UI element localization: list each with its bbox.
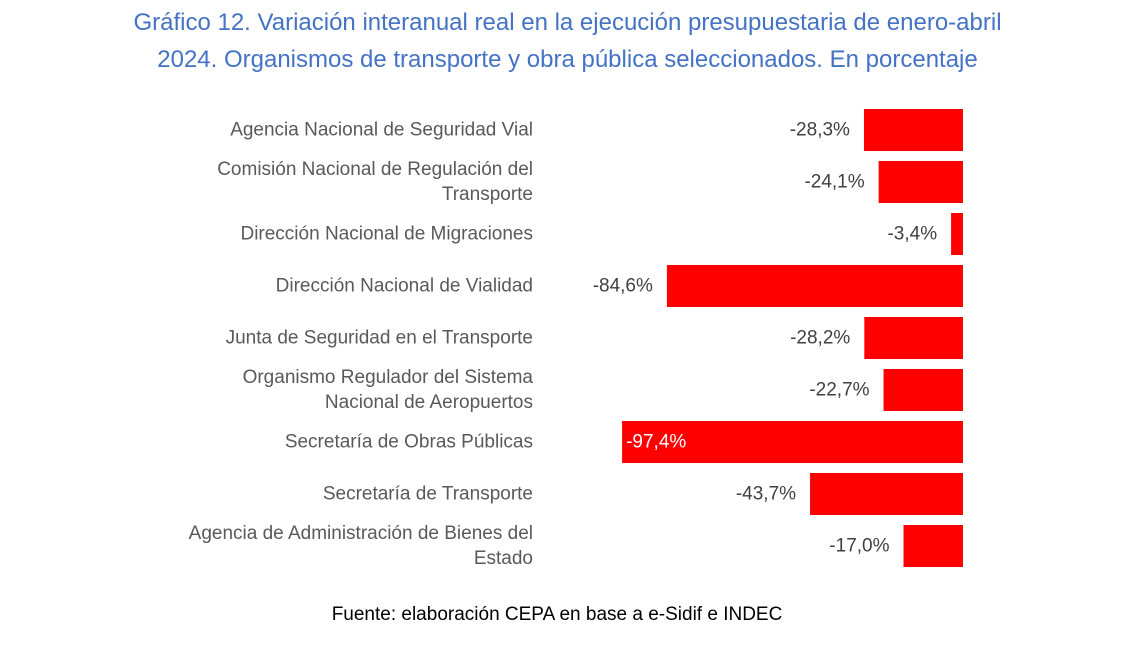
category-label: Agencia de Administración de Bienes del E… [189, 523, 533, 569]
bar [878, 161, 963, 203]
bar [951, 213, 963, 255]
category-label-line: Agencia Nacional de Seguridad Vial [230, 120, 533, 141]
bar [810, 473, 963, 515]
chart-title-line-1: Gráfico 12. Variación interanual real en… [133, 9, 1002, 36]
category-label: Dirección Nacional de Migraciones [240, 224, 533, 245]
category-label-line: Dirección Nacional de Migraciones [240, 224, 533, 245]
category-label: Junta de Seguridad en el Transporte [226, 328, 533, 349]
category-label-line: Comisión Nacional de Regulación del [217, 159, 533, 180]
data-label: -43,7% [736, 484, 796, 505]
bar [864, 317, 963, 359]
chart-title-line-2: 2024. Organismos de transporte y obra pú… [157, 46, 978, 73]
category-label-line: Dirección Nacional de Vialidad [276, 276, 533, 297]
category-label-line: Organismo Regulador del Sistema [243, 367, 534, 388]
category-label: Secretaría de Transporte [323, 484, 533, 505]
category-label: Secretaría de Obras Públicas [285, 432, 533, 453]
chart-title: Gráfico 12. Variación interanual real en… [0, 4, 1135, 78]
category-label: Organismo Regulador del Sistema Nacional … [243, 367, 534, 413]
bar [903, 525, 963, 567]
data-label: -24,1% [804, 172, 864, 193]
category-label-line: Agencia de Administración de Bienes del [189, 523, 533, 544]
category-label: Agencia Nacional de Seguridad Vial [230, 120, 533, 141]
data-label: -97,4% [626, 432, 686, 453]
category-label-line: Secretaría de Transporte [323, 484, 533, 505]
source-note: Fuente: elaboración CEPA en base a e-Sid… [331, 604, 783, 625]
data-label: -3,4% [887, 224, 937, 245]
category-label-line: Estado [474, 548, 533, 569]
data-label: -22,7% [809, 380, 869, 401]
bar [883, 369, 963, 411]
category-label-line: Transporte [442, 184, 533, 205]
data-label: -17,0% [829, 536, 889, 557]
category-label-line: Junta de Seguridad en el Transporte [226, 328, 533, 349]
data-label: -28,3% [790, 120, 850, 141]
bar [863, 109, 963, 151]
bar [622, 421, 963, 463]
data-label: -28,2% [790, 328, 850, 349]
category-label: Comisión Nacional de Regulación del Trans… [217, 159, 533, 205]
bar [666, 265, 963, 307]
data-label: -84,6% [593, 276, 653, 297]
category-label-line: Secretaría de Obras Públicas [285, 432, 533, 453]
category-label: Dirección Nacional de Vialidad [276, 276, 533, 297]
category-label-line: Nacional de Aeropuertos [325, 392, 533, 413]
